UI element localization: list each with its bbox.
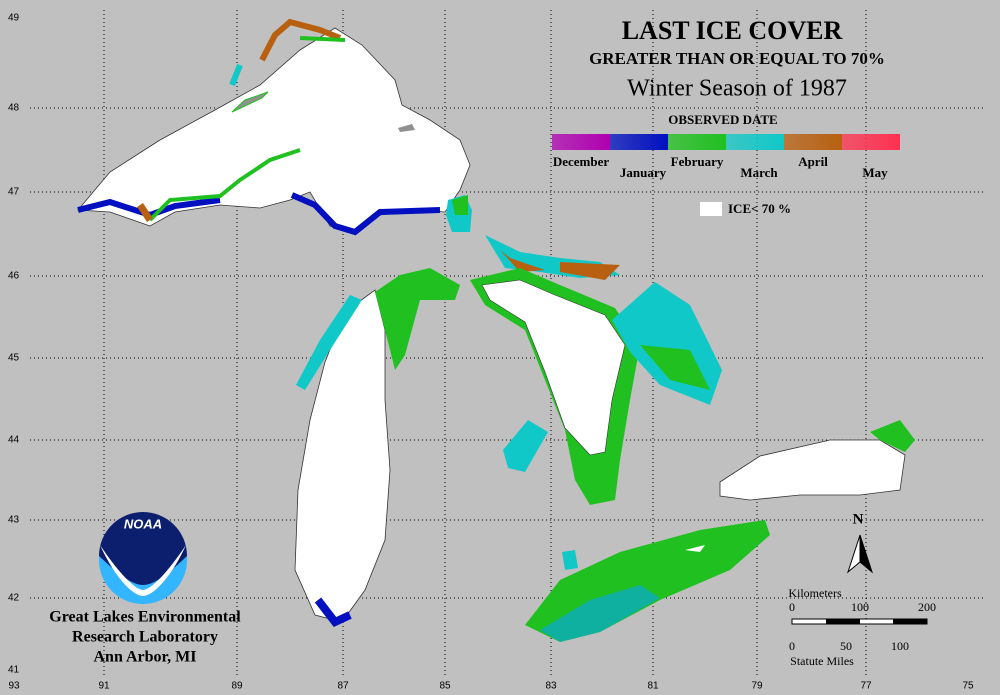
lake-michigan [294,268,460,627]
longitude-label: 79 [751,681,763,692]
scale-segment [826,619,860,624]
agency-line: Ann Arbor, MI [94,649,197,666]
scale-mi-label: 50 [840,639,852,653]
north-arrow [859,534,874,574]
saginaw-bay [503,420,548,472]
lake-huron [470,268,722,505]
ice-band [540,585,660,642]
latitude-label: 41 [8,665,20,676]
longitude-label: 77 [860,681,872,692]
season: Winter Season of 1987 [627,76,847,102]
lake-erie [525,520,770,642]
ice-band [259,18,342,62]
ice-band [314,597,352,627]
ice-band [870,420,915,452]
logo-top [99,512,187,585]
green-bay [296,295,362,390]
legend-swatch [668,134,726,150]
scale-title: Statute Miles [790,654,854,668]
legend-label: February [671,154,724,169]
agency: Great Lakes Environmental Research Labora… [49,609,241,666]
open-water [685,545,705,552]
longitude-label: 81 [647,681,659,692]
legend-swatch [784,134,842,150]
longitude-label: 89 [231,681,243,692]
longitude-label: 91 [98,681,110,692]
lake-ontario [719,420,915,501]
open-water [77,27,471,235]
open-water [719,439,906,501]
lake-superior [77,18,472,236]
agency-line: Research Laboratory [72,629,218,646]
lake-st-clair [562,550,578,570]
latitude-label: 42 [8,593,20,604]
legend-swatch [700,202,722,216]
latitude-label: 44 [8,435,20,446]
legend: December January February March April May [552,134,900,180]
north-channel-april [500,250,620,280]
legend-title: OBSERVED DATE [668,112,777,127]
legend-label: December [553,154,610,169]
island [231,91,269,113]
longitude-label: 83 [545,681,557,692]
legend-label: ICE< 70 % [728,201,791,216]
scale-km-label: 100 [851,600,869,614]
title: LAST ICE COVER [622,16,843,45]
legend-swatch [610,134,668,150]
legend-swatch [726,134,784,150]
subtitle: GREATER THAN OR EQUAL TO 70% [589,49,885,68]
legend-label: March [740,165,778,180]
legend-label: January [620,165,667,180]
scale-km-label: 200 [918,600,936,614]
ice-band [137,203,153,222]
ice-band [299,36,346,42]
ice-band [148,148,301,222]
agency-line: Great Lakes Environmental [49,609,241,626]
longitude-label: 93 [8,681,20,692]
north-label: N [853,511,864,527]
legend-swatch [552,134,610,150]
scale-bar: 0 100 200 0 50 100 [789,600,936,653]
latitude-label: 49 [8,13,20,24]
noaa-logo: NOAA [99,512,187,604]
scale-segment [893,619,927,624]
ice-band [375,268,460,370]
scale-mi-label: 100 [891,639,909,653]
logo-text: NOAA [124,516,162,531]
ice-band [640,345,710,390]
open-water [481,279,626,456]
scale-km-label: 0 [789,600,795,614]
latitude-label: 43 [8,515,20,526]
longitude-label: 85 [439,681,451,692]
open-water [294,289,391,623]
latitude-label: 48 [8,103,20,114]
latitude-label: 47 [8,187,20,198]
ice-band [290,192,441,236]
latitude-label: 45 [8,353,20,364]
legend-label: May [862,165,888,180]
island [398,124,415,132]
logo-gull [100,545,186,596]
latitude-label: 46 [8,271,20,282]
legend-swatch [842,134,900,150]
ice-band [229,63,243,87]
longitude-label: 87 [337,681,349,692]
legend-label: April [798,154,828,169]
longitude-label: 75 [962,681,974,692]
scale-mi-label: 0 [789,639,795,653]
scale-title: Kilometers [788,586,842,600]
ice-band [452,195,468,215]
